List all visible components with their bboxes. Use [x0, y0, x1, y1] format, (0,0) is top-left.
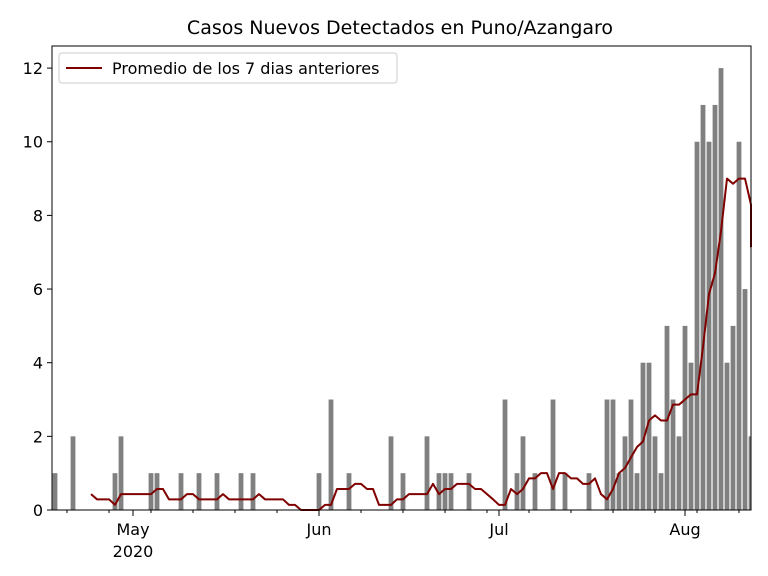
chart-title: Casos Nuevos Detectados en Puno/Azangaro	[187, 17, 613, 39]
bar	[670, 399, 676, 510]
bar	[238, 473, 244, 510]
bar	[118, 436, 124, 510]
bar	[520, 436, 526, 510]
bar	[532, 473, 538, 510]
bar	[514, 473, 520, 510]
plot-frame	[51, 45, 752, 511]
bar	[610, 399, 616, 510]
bar	[688, 362, 694, 510]
bar	[466, 473, 472, 510]
bar	[586, 473, 592, 510]
bar	[112, 473, 118, 510]
bar	[682, 325, 688, 510]
bar-series	[52, 68, 751, 511]
bar	[718, 68, 724, 510]
bar	[676, 436, 682, 510]
bar	[658, 473, 664, 510]
x-tick-label: Aug	[669, 520, 700, 539]
y-tick-label: 6	[33, 280, 43, 299]
bar	[148, 473, 154, 510]
line-series	[90, 177, 752, 511]
y-tick-label: 8	[33, 206, 43, 225]
bar	[736, 141, 742, 510]
bar	[52, 473, 58, 510]
bar	[250, 473, 256, 510]
bar	[154, 473, 160, 510]
bar	[742, 289, 748, 510]
bar	[316, 473, 322, 510]
x-tick-label: Jul	[488, 520, 508, 539]
bar	[652, 436, 658, 510]
bar	[712, 104, 718, 511]
bar	[346, 473, 352, 510]
x-tick-year-label: 2020	[113, 542, 154, 561]
bar	[214, 473, 220, 510]
y-tick-label: 0	[33, 501, 43, 520]
bar	[748, 436, 751, 510]
x-tick-label: Jun	[306, 520, 332, 539]
bar	[178, 473, 184, 510]
bar	[700, 104, 706, 511]
legend-label: Promedio de los 7 dias anteriores	[112, 59, 379, 78]
bar	[694, 141, 700, 510]
y-axis: 0 2 4 6 8 10 12	[23, 59, 52, 520]
legend: Promedio de los 7 dias anteriores	[58, 52, 398, 84]
y-tick-label: 12	[23, 59, 43, 78]
y-tick-label: 10	[23, 133, 43, 152]
x-axis: May 2020 Jun Jul Aug	[66, 510, 740, 561]
bar	[328, 399, 334, 510]
bar	[724, 362, 730, 510]
bar	[550, 399, 556, 510]
bar	[442, 473, 448, 510]
bar	[388, 436, 394, 510]
y-tick-label: 4	[33, 354, 43, 373]
bar	[646, 362, 652, 510]
bar	[640, 362, 646, 510]
bar	[196, 473, 202, 510]
bar	[730, 325, 736, 510]
legend-box	[58, 52, 398, 84]
x-tick-label: May	[116, 520, 149, 539]
bar	[400, 473, 406, 510]
bar	[634, 473, 640, 510]
bar	[616, 473, 622, 510]
bar	[604, 399, 610, 510]
bar	[424, 436, 430, 510]
y-tick-label: 2	[33, 427, 43, 446]
bar	[70, 436, 76, 510]
bar	[622, 436, 628, 510]
bar	[706, 141, 712, 510]
bar	[562, 473, 568, 510]
bar	[628, 399, 634, 510]
moving-average-line	[90, 177, 752, 511]
bar	[448, 473, 454, 510]
bar	[502, 399, 508, 510]
bar	[436, 473, 442, 510]
